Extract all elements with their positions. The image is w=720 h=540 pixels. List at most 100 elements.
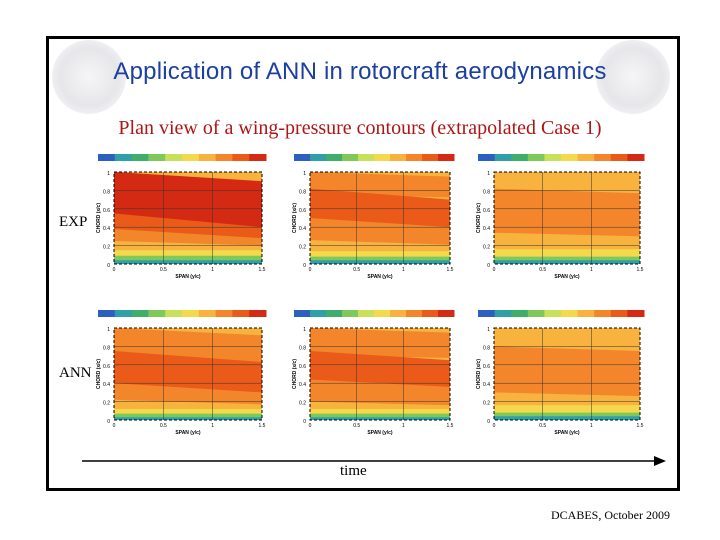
x-tick-label: 0.5: [160, 423, 167, 429]
x-axis-label: SPAN (y/c): [367, 274, 393, 280]
contour-band: [310, 218, 450, 249]
x-axis-label: SPAN (y/c): [554, 274, 580, 280]
contour-band: [310, 409, 450, 415]
y-tick-label: 0.4: [299, 382, 306, 388]
x-tick-label: 1: [590, 423, 593, 429]
x-tick-label: 0: [493, 267, 496, 273]
colorbar-swatch: [627, 310, 645, 317]
y-axis-label: CHORD (x/c): [96, 203, 102, 233]
colorbar-swatch: [310, 154, 327, 161]
contour-panel-exp-3: 1 0.8 0.6 0.4 0.2 00 0.5 1 1.5 SPAN (y/c) CHORD (x…: [476, 154, 645, 280]
colorbar-swatch: [358, 310, 375, 317]
y-tick-label: 0: [487, 419, 490, 425]
contour-band: [310, 172, 450, 198]
y-tick-label: 0.2: [103, 401, 110, 407]
y-tick-label: 1: [303, 171, 306, 177]
y-tick-label: 1: [107, 327, 110, 333]
contour-band: [494, 256, 640, 262]
colorbar-swatch: [215, 154, 233, 161]
colorbar: [294, 310, 455, 317]
colorbar: [294, 154, 455, 161]
contour-band: [310, 256, 450, 262]
colorbar-swatch: [131, 154, 149, 161]
y-axis-label: CHORD (x/c): [292, 359, 298, 389]
x-tick-label: 1.5: [637, 423, 644, 429]
colorbar-swatch: [342, 310, 359, 317]
colorbar-swatch: [627, 154, 645, 161]
colorbar-swatch: [198, 154, 217, 161]
x-tick-label: 0: [309, 423, 312, 429]
contour-band: [310, 351, 450, 388]
x-tick-label: 0.5: [539, 267, 546, 273]
colorbar-swatch: [478, 154, 496, 161]
contour-band: [310, 379, 450, 408]
contour-panel-exp-1: 1 0.8 0.6 0.4 0.2 00 0.5 1 1.5 SPAN (y/c) CHORD (x…: [96, 154, 267, 280]
colorbar-swatch: [561, 154, 579, 161]
y-tick-label: 0.2: [299, 401, 306, 407]
contour-band: [494, 188, 640, 239]
colorbar-swatch: [294, 154, 311, 161]
colorbar-swatch: [511, 154, 529, 161]
colorbar-swatch: [610, 154, 628, 161]
x-axis-label: SPAN (y/c): [554, 430, 580, 436]
colorbar-swatch: [374, 310, 391, 317]
x-tick-label: 1: [211, 267, 214, 273]
colorbar-swatch: [544, 310, 562, 317]
contour-band: [310, 251, 450, 258]
contour-band: [494, 328, 640, 354]
x-tick-label: 0.5: [160, 267, 167, 273]
contour-area: [309, 171, 451, 265]
x-tick-label: 0.5: [353, 267, 360, 273]
colorbar-swatch: [610, 310, 628, 317]
colorbar-swatch: [232, 154, 250, 161]
contour-band: [494, 392, 640, 409]
contour-band: [494, 412, 640, 418]
contour-area: [113, 327, 263, 421]
y-tick-label: 0.4: [483, 382, 490, 388]
colorbar-swatch: [114, 310, 133, 317]
contour-band: [494, 232, 640, 253]
y-tick-label: 0.6: [483, 364, 490, 370]
y-tick-label: 1: [107, 171, 110, 177]
x-tick-label: 1.5: [447, 423, 454, 429]
colorbar-swatch: [249, 310, 267, 317]
colorbar-swatch: [358, 154, 375, 161]
colorbar-swatch: [310, 310, 327, 317]
row-label-exp: EXP: [57, 214, 90, 231]
colorbar-swatch: [406, 310, 423, 317]
time-label: time: [340, 463, 367, 479]
contour-panel-ann-3: 1 0.8 0.6 0.4 0.2 00 0.5 1 1.5 SPAN (y/c) CHORD (x…: [476, 310, 645, 436]
colorbar-swatch: [182, 310, 200, 317]
contour-band: [494, 405, 640, 414]
colorbar-swatch: [438, 310, 455, 317]
y-tick-label: 0.6: [299, 208, 306, 214]
y-tick-label: 0.8: [299, 345, 306, 351]
colorbar-swatch: [342, 154, 359, 161]
colorbar-swatch: [594, 154, 612, 161]
contour-band: [114, 172, 262, 228]
y-tick-label: 0.8: [103, 345, 110, 351]
y-axis-label: CHORD (x/c): [476, 359, 482, 389]
y-tick-label: 1: [487, 327, 490, 333]
y-tick-label: 0.4: [483, 226, 490, 232]
x-tick-label: 0: [113, 267, 116, 273]
university-seal-left: [52, 40, 126, 114]
colorbar-swatch: [577, 310, 595, 317]
y-tick-label: 1: [487, 171, 490, 177]
contour-panel-ann-2: 1 0.8 0.6 0.4 0.2 00 0.5 1 1.5 SPAN (y/c) CHORD (x…: [292, 310, 455, 436]
colorbar-swatch: [406, 154, 423, 161]
contour-band: [310, 328, 450, 358]
x-tick-label: 1: [590, 267, 593, 273]
y-tick-label: 0.8: [483, 345, 490, 351]
contour-band: [494, 172, 640, 193]
y-tick-label: 0: [107, 263, 110, 269]
colorbar-swatch: [494, 310, 512, 317]
y-tick-label: 0: [303, 419, 306, 425]
contour-band: [310, 413, 450, 419]
y-tick-label: 1: [303, 327, 306, 333]
contour-band: [310, 260, 450, 264]
colorbar-swatch: [294, 310, 311, 317]
contour-band: [310, 188, 450, 229]
contour-area: [113, 171, 263, 265]
contour-area: [493, 327, 641, 421]
